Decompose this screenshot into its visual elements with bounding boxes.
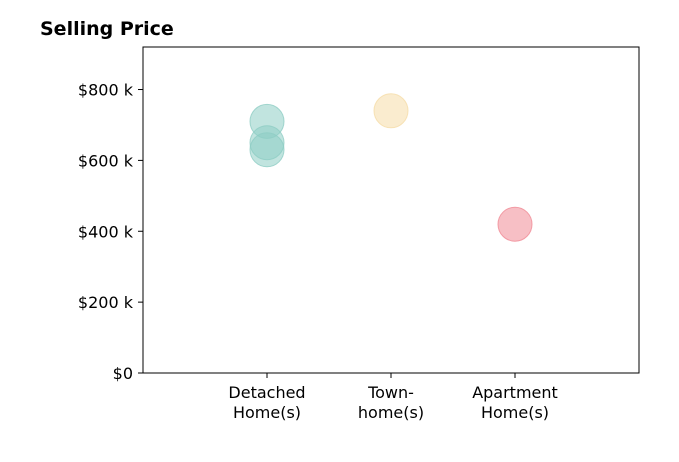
x-tick-label: Home(s) (233, 403, 301, 422)
y-tick-label: $600 k (78, 151, 134, 170)
data-point-3 (373, 93, 409, 129)
data-point-2 (249, 132, 285, 168)
x-tick-label: Home(s) (481, 403, 549, 422)
x-tick-label: Town- (367, 383, 414, 402)
x-tick-label: Apartment (472, 383, 558, 402)
x-tick-label: home(s) (358, 403, 424, 422)
y-tick-label: $0 (113, 364, 133, 383)
y-tick-label: $800 k (78, 81, 134, 100)
points-layer (249, 93, 533, 242)
data-point-4 (497, 206, 533, 242)
axes-layer: $0$200 k$400 k$600 k$800 kDetachedHome(s… (78, 46, 640, 422)
y-tick-label: $200 k (78, 293, 134, 312)
x-tick-label: Detached (228, 383, 305, 402)
y-tick-label: $400 k (78, 222, 134, 241)
chart-title: Selling Price (40, 18, 174, 40)
